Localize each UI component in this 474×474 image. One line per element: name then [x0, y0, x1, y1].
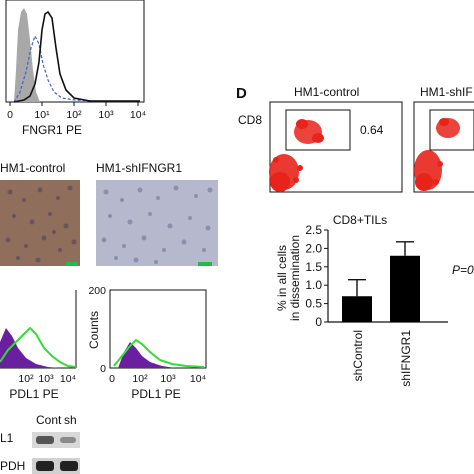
bar-category-label-shcontrol: shControl — [351, 330, 365, 381]
bar-y-label-line-2: in dissemination — [288, 235, 302, 321]
ihc-left-label: HM1-control — [0, 161, 65, 175]
pdl1-left-tick-3: 10³ — [38, 373, 54, 385]
fngr1-tick-4: 10⁴ — [130, 109, 146, 121]
bar-y-label-line-1: % in all cells — [275, 245, 289, 311]
flow-control-plot-frame — [269, 101, 403, 193]
bar-y-tick-label: 0 — [315, 315, 322, 329]
fngr1-histogram-panel: 0 10¹ 10² 10³ 10⁴ FNGR1 PE — [5, 0, 146, 137]
flow-shifngr1-plot-frame — [413, 101, 474, 193]
wb-row-label-pdh: PDH — [0, 459, 25, 473]
pdl1-left-filled-histogram — [0, 328, 60, 368]
cd8-tils-bar-chart: % in all cells in dissemination 0 0.5 1.0 1… — [275, 223, 474, 387]
fngr1-x-label: FNGR1 PE — [22, 123, 82, 137]
pdl1-left-x-label: PDL1 PE — [9, 387, 58, 401]
pdl1-histogram-right: 200 0 Counts 0 10² 10³ 10⁴ PDL1 PE — [87, 285, 207, 401]
western-blot-panel: Cont sh L1 PDH — [0, 413, 80, 474]
dashed-histogram-line — [13, 34, 140, 103]
flow-right-title: HM1-shIF — [420, 85, 473, 99]
pdl1-right-y-label: Counts — [87, 311, 101, 349]
wb-row-label-l1: L1 — [0, 431, 14, 445]
isotype-filled-histogram — [14, 8, 40, 102]
bar-chart-title: CD8+TILs — [333, 213, 387, 227]
wb-pdh-band-cont — [36, 461, 54, 471]
flow-control-gate-value: 0.64 — [360, 123, 384, 137]
fngr1-tick-0: 0 — [7, 109, 13, 121]
fngr1-x-ticks: 0 10¹ 10² 10³ 10⁴ — [7, 102, 146, 121]
panel-d-letter: D — [236, 85, 247, 102]
pdl1-right-green-line — [113, 338, 205, 368]
pdl1-right-tick-3: 10³ — [160, 373, 176, 385]
ihc-right-label: HM1-shIFNGR1 — [96, 161, 182, 175]
solid-histogram-line — [13, 10, 140, 103]
bar-shcontrol — [342, 296, 372, 322]
bar-shifngr1 — [390, 255, 420, 322]
wb-col-label-sh: sh — [64, 413, 77, 427]
pdl1-right-filled-histogram — [118, 342, 176, 368]
bar-y-tick-label: 1.5 — [305, 260, 322, 274]
fngr1-tick-3: 10³ — [98, 109, 114, 121]
pdl1-left-tick-2: 10² — [18, 373, 34, 385]
ihc-control-nuclei — [5, 185, 77, 263]
wb-l1-band-cont — [36, 436, 54, 444]
p-value-label: P=0 — [452, 263, 474, 277]
fngr1-tick-1: 10¹ — [34, 109, 50, 121]
ihc-control-scale-bar — [66, 262, 78, 266]
bar-y-tick-label: 2.5 — [305, 223, 322, 237]
fngr1-plot-frame — [5, 0, 145, 103]
panel-d: D HM1-control HM1-shIF CD8 0.64 CD8+TILs… — [236, 85, 474, 387]
wb-l1-band-sh — [60, 437, 76, 443]
ihc-shifngr1-image — [96, 180, 218, 266]
ihc-shifngr1-scale-bar — [198, 262, 212, 266]
wb-col-label-cont: Cont — [36, 413, 62, 427]
flow-control-dots — [269, 119, 324, 192]
flow-shifngr1-dots — [414, 118, 460, 191]
pdl1-right-y-zero: 0 — [100, 363, 106, 375]
fngr1-tick-2: 10² — [66, 109, 82, 121]
bar-y-tick-label: 1.0 — [305, 278, 322, 292]
pdl1-right-y-top: 200 — [88, 285, 106, 297]
ihc-panel: HM1-control HM1-shIFNGR1 — [0, 161, 218, 266]
flow-shifngr1-cd8-gate — [429, 109, 474, 151]
bar-marks — [342, 241, 420, 322]
pdl1-histogram-left: 10² 10³ 10⁴ PDL1 PE — [0, 290, 77, 401]
bar-y-ticks: 0 0.5 1.0 1.5 2.0 2.5 — [305, 223, 328, 329]
flow-y-label: CD8 — [238, 113, 262, 127]
pdl1-left-green-line — [0, 326, 77, 368]
pdl1-left-tick-4: 10⁴ — [60, 373, 76, 385]
ihc-control-image — [0, 180, 80, 266]
bar-category-label-shifngr1: shIFNGR1 — [399, 330, 413, 387]
pdl1-right-tick-0: 0 — [109, 373, 115, 385]
ihc-shifngr1-nuclei — [101, 185, 213, 264]
pdl1-right-tick-4: 10⁴ — [190, 373, 206, 385]
pdl1-right-x-label: PDL1 PE — [131, 387, 180, 401]
pdl1-right-tick-2: 10² — [132, 373, 148, 385]
flow-left-title: HM1-control — [294, 85, 359, 99]
bar-y-tick-label: 2.0 — [305, 241, 322, 255]
flow-control-cd8-gate — [285, 109, 351, 151]
wb-pdh-band-sh — [60, 461, 78, 471]
bar-y-tick-label: 0.5 — [305, 297, 322, 311]
